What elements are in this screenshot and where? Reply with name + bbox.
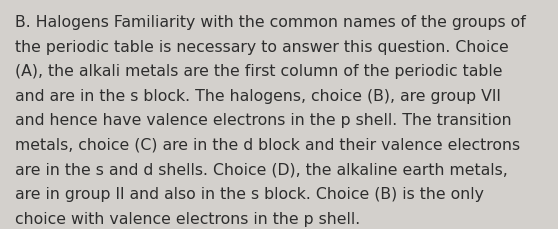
Text: and hence have valence electrons in the p shell. The transition: and hence have valence electrons in the … (15, 113, 512, 128)
Text: are in group II and also in the s block. Choice (B) is the only: are in group II and also in the s block.… (15, 186, 484, 201)
Text: choice with valence electrons in the p shell.: choice with valence electrons in the p s… (15, 211, 360, 226)
Text: and are in the s block. The halogens, choice (B), are group VII: and are in the s block. The halogens, ch… (15, 88, 501, 103)
Text: (A), the alkali metals are the first column of the periodic table: (A), the alkali metals are the first col… (15, 64, 503, 79)
Text: are in the s and d shells. Choice (D), the alkaline earth metals,: are in the s and d shells. Choice (D), t… (15, 162, 508, 177)
Text: the periodic table is necessary to answer this question. Choice: the periodic table is necessary to answe… (15, 39, 509, 54)
Text: B. Halogens Familiarity with the common names of the groups of: B. Halogens Familiarity with the common … (15, 15, 526, 30)
Text: metals, choice (C) are in the d block and their valence electrons: metals, choice (C) are in the d block an… (15, 137, 520, 152)
